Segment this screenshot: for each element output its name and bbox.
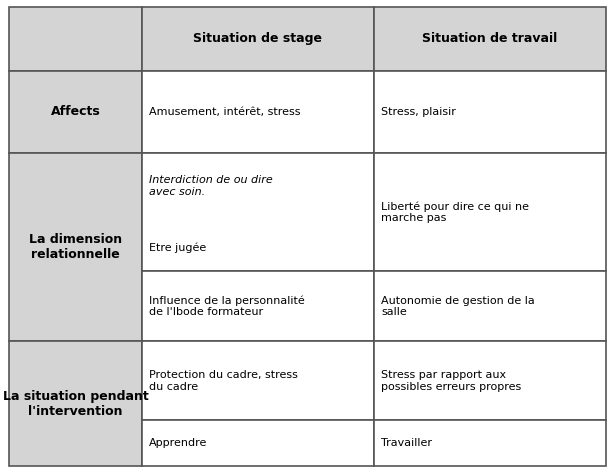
Bar	[9, 71, 141, 153]
Text: Liberté pour dire ce qui ne
marche pas: Liberté pour dire ce qui ne marche pas	[381, 201, 529, 223]
Bar	[141, 153, 374, 272]
Text: La situation pendant
l'intervention: La situation pendant l'intervention	[2, 390, 148, 418]
Text: Protection du cadre, stress
du cadre: Protection du cadre, stress du cadre	[149, 370, 298, 392]
Text: Stress, plaisir: Stress, plaisir	[381, 107, 456, 117]
Text: La dimension
relationnelle: La dimension relationnelle	[29, 233, 122, 261]
Bar	[9, 153, 141, 342]
Text: Situation de stage: Situation de stage	[193, 33, 322, 45]
Bar	[374, 153, 606, 272]
Bar	[374, 420, 606, 466]
Text: Stress par rapport aux
possibles erreurs propres: Stress par rapport aux possibles erreurs…	[381, 370, 522, 392]
Text: Affects: Affects	[50, 105, 100, 118]
Bar	[374, 7, 606, 71]
Text: Etre jugée: Etre jugée	[149, 243, 206, 253]
Bar	[374, 71, 606, 153]
Text: Travailler: Travailler	[381, 438, 432, 448]
Bar	[141, 7, 374, 71]
Bar	[374, 342, 606, 420]
Bar	[374, 272, 606, 342]
Bar	[9, 7, 141, 71]
Text: Amusement, intérêt, stress: Amusement, intérêt, stress	[149, 107, 301, 117]
Bar	[9, 342, 141, 466]
Text: Autonomie de gestion de la
salle: Autonomie de gestion de la salle	[381, 296, 535, 317]
Bar	[141, 272, 374, 342]
Text: Interdiction de ou dire
avec soin.: Interdiction de ou dire avec soin.	[149, 175, 273, 197]
Text: Apprendre: Apprendre	[149, 438, 207, 448]
Bar	[141, 342, 374, 420]
Bar	[141, 420, 374, 466]
Text: Situation de travail: Situation de travail	[422, 33, 557, 45]
Text: Influence de la personnalité
de l'Ibode formateur: Influence de la personnalité de l'Ibode …	[149, 295, 305, 317]
Bar	[141, 71, 374, 153]
